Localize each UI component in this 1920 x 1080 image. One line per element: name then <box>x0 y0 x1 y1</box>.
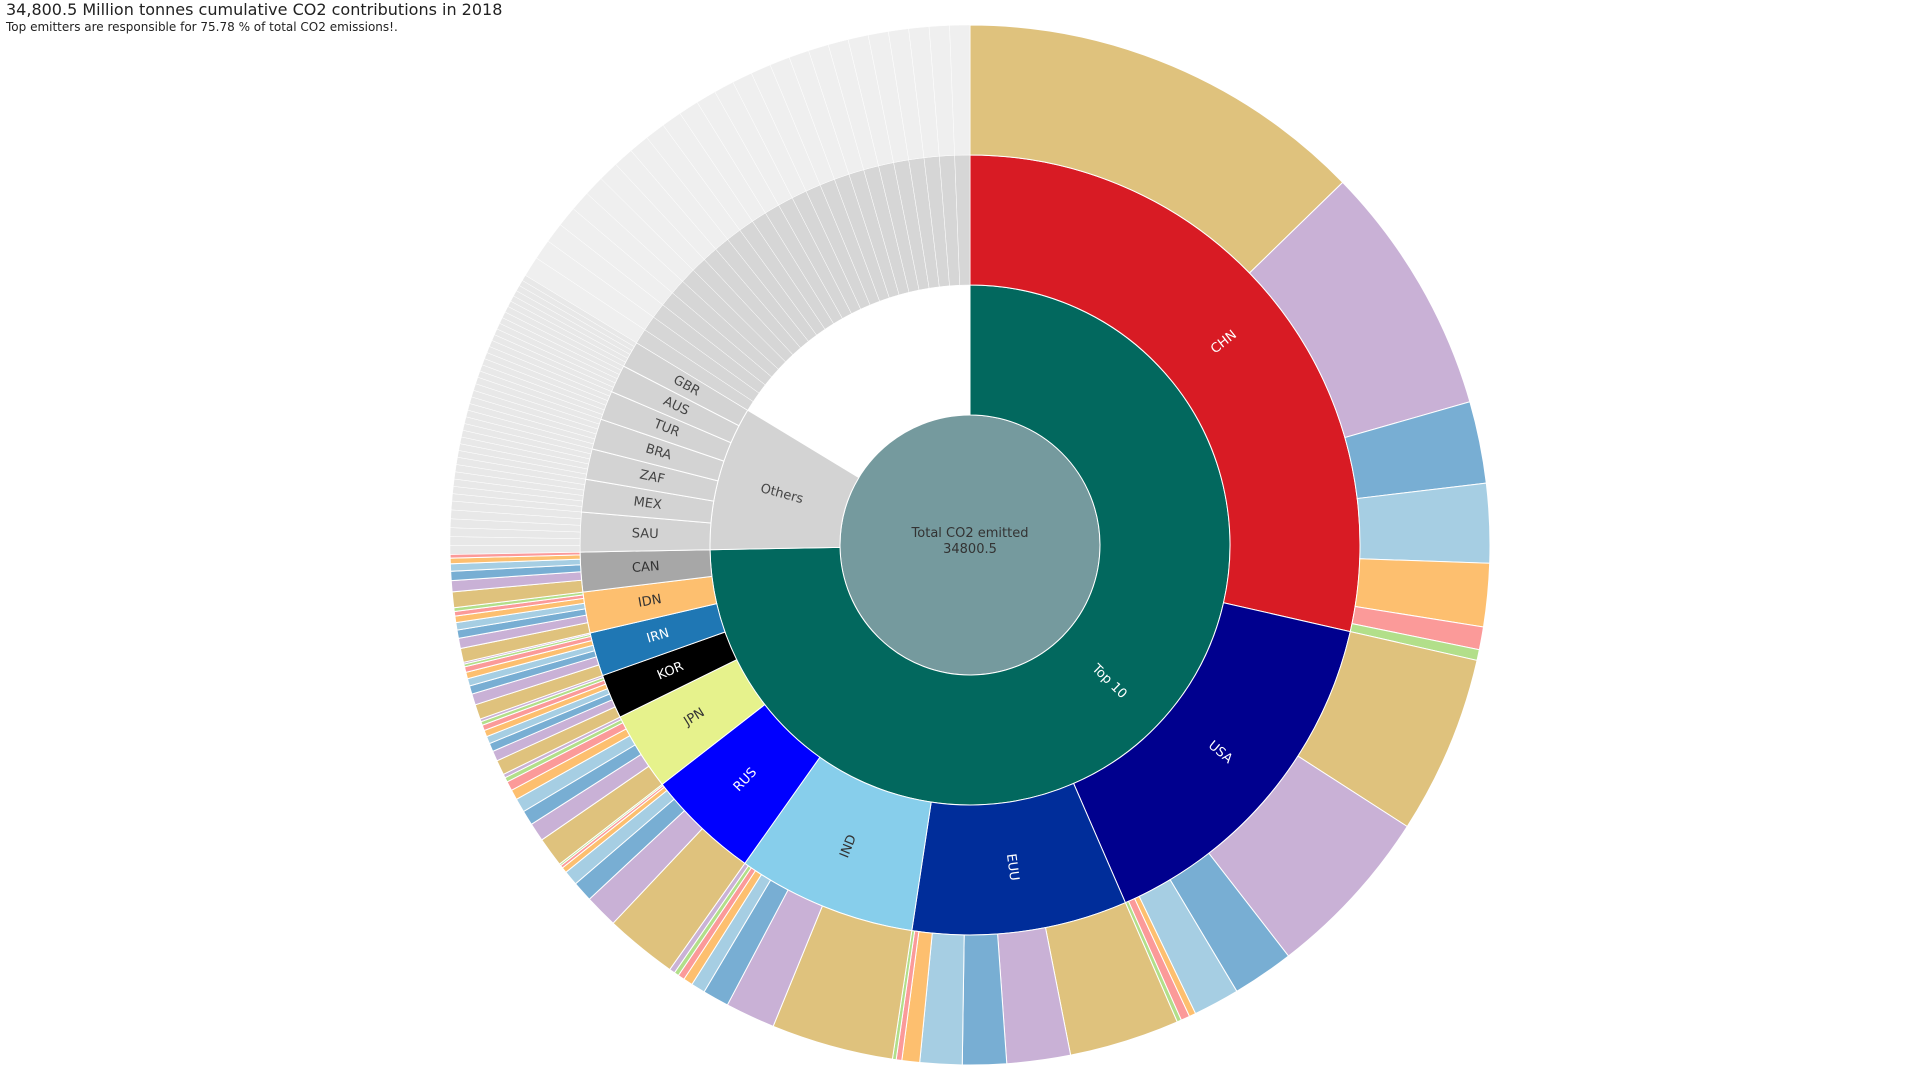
chart-subtitle: Top emitters are responsible for 75.78 %… <box>6 20 398 34</box>
country-label: CAN <box>631 559 660 576</box>
sector-segment[interactable] <box>949 24 971 156</box>
country-label: SAU <box>631 526 658 542</box>
center-value: 34800.5 <box>943 542 997 557</box>
country-label: EUU <box>1003 853 1021 882</box>
country-label: MEX <box>633 495 663 513</box>
center-label: Total CO2 emitted <box>911 526 1029 541</box>
country-label: IDN <box>637 592 663 611</box>
country-label: BRA <box>644 441 674 463</box>
country-label: ZAF <box>638 467 666 487</box>
country-label: IRN <box>645 626 671 647</box>
chart-title: 34,800.5 Million tonnes cumulative CO2 c… <box>6 0 503 19</box>
chart-header: 34,800.5 Million tonnes cumulative CO2 c… <box>6 0 502 35</box>
